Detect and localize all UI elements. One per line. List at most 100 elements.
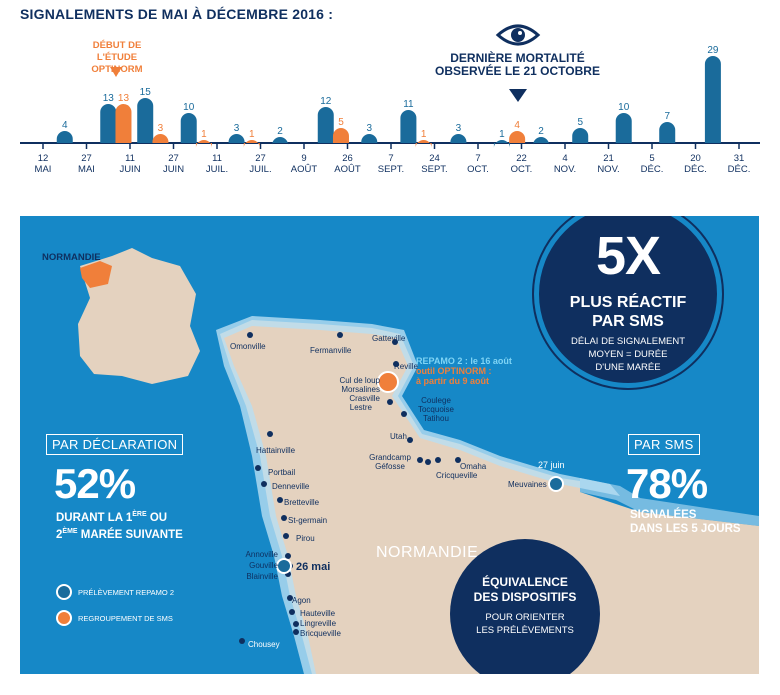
last-mortality-callout: DERNIÈRE MORTALITÉ OBSERVÉE LE 21 OCTOBR… [435,51,600,78]
bar-optinorm [115,103,132,143]
optinorm-tool-line: outil OPTINORM : [416,366,492,376]
bar-repamo [493,140,510,148]
tick-month: NOV. [554,164,576,175]
tick-month: OCT. [467,164,489,175]
town-annoville: Annoville [245,550,278,559]
town-lestre: Lestre [349,403,372,412]
sms-text: SIGNALÉES DANS LES 5 JOURS [630,508,741,536]
bar-value-label: 1 [499,129,505,140]
bar-repamo [615,113,632,143]
town-bretteville: Bretteville [284,498,320,507]
tick-day: 24 [429,153,440,164]
tick-month: MAI [35,164,52,175]
bar-repamo [228,134,245,143]
tick-month: NOV. [597,164,619,175]
bar-value-label: 4 [62,120,68,131]
site-optinorm-marker [377,371,399,393]
declaration-text: DURANT LA 1ÈRE OU 2ÈME MARÉE SUIVANTE [56,508,183,542]
tick-day: 7 [388,153,393,164]
tick-month: DÉC. [684,164,707,175]
bar-repamo [272,137,289,145]
bar-repamo [572,128,589,143]
bar-value-label: 1 [421,129,427,140]
bar-repamo [533,137,550,145]
bar-value-label: 3 [366,123,372,134]
declaration-tag: PAR DÉCLARATION [46,434,184,455]
bar-repamo [450,134,467,143]
tick-day: 26 [342,153,353,164]
bar-value-label: 10 [183,102,195,113]
bar-optinorm [415,140,432,148]
tick-day: 12 [38,153,49,164]
reactivity-value: 5X [595,226,661,286]
town-meuvaines: Meuvaines [508,480,547,489]
equivalence-sub2: LES PRÉLÈVEMENTS [476,625,574,636]
town-culdeloup: Cul de loup [339,376,380,385]
bar-optinorm [195,140,212,148]
bar-repamo [361,134,378,143]
town-fermanville: Fermanville [310,346,352,355]
tick-month: MAI [78,164,95,175]
timeline-chart: 12MAI27MAI11JUIN27JUIN11JUIL.27JUIL.9AOÛ… [20,24,760,175]
tick-day: 27 [255,153,266,164]
tick-day: 11 [125,153,135,164]
timeline-title: SIGNALEMENTS DE MAI À DÉCEMBRE 2016 : [20,6,334,22]
declaration-percent: 52% [54,460,136,507]
reactivity-sub: DÉLAI DE SIGNALEMENT MOYEN = DURÉE D'UNE… [559,335,697,374]
bar-repamo [704,56,721,143]
declaration-line2: 2 [56,528,63,541]
reactivity-line1: PLUS RÉACTIF [569,294,687,311]
declaration-line2-sup: ÈME [62,527,78,535]
site-repamo-marker-west [276,558,292,574]
tick-day: 27 [168,153,179,164]
equivalence-line2: DES DISPOSITIFS [473,590,577,604]
tick-day: 31 [734,153,745,164]
sms-percent: 78% [626,460,708,507]
tick-month: DÉC. [728,164,751,175]
legend-repamo: PRÉLÈVEMENT REPAMO 2 [56,584,174,600]
sms-tag: PAR SMS [628,434,700,455]
town-bricqueville: Bricqueville [300,629,341,638]
town-utah: Utah [390,432,407,441]
eye-pupil-icon [511,28,525,42]
sms-line1: SIGNALÉES [630,509,697,521]
survey-dates-note: REPAMO 2 : le 16 août outil OPTINORM : à… [416,356,512,386]
bar-value-label: 2 [538,126,544,137]
bar-optinorm [332,128,349,143]
bar-value-label: 7 [664,111,670,122]
town-lingreville: Lingreville [300,619,337,628]
bar-optinorm [243,140,260,148]
tick-day: 22 [516,153,527,164]
bar-repamo [317,107,334,143]
town-tatihou: Tatihou [423,414,449,423]
tick-day: 27 [81,153,92,164]
date-27-juin: 27 juin [538,460,565,470]
equivalence-sub: POUR ORIENTER LES PRÉLÈVEMENTS [450,611,600,637]
bar-repamo [137,98,154,143]
eye-icon [495,24,541,46]
bar-value-label: 13 [118,93,130,104]
town-gouville: Gouville [249,561,278,570]
optinorm-start-marker-icon [110,67,122,77]
town-hattainville: Hattainville [256,446,296,455]
optinorm-date-line: à partir du 9 août [416,376,490,386]
equivalence-sub1: POUR ORIENTER [485,612,565,623]
town-gefosse: Géfosse [375,462,405,471]
bar-repamo [400,110,417,143]
town-morsalines: Morsalines [341,385,380,394]
legend-sms: REGROUPEMENT DE SMS [56,610,173,626]
town-hauteville: Hauteville [300,609,336,618]
declaration-line1: DURANT LA 1 [56,511,133,524]
tick-day: 7 [475,153,480,164]
town-omaha: Omaha [460,462,487,471]
bar-value-label: 5 [338,117,344,128]
repamo-date-line: REPAMO 2 : le 16 août [416,356,512,366]
town-cricqueville: Cricqueville [436,471,478,480]
bar-optinorm [509,130,526,143]
bar-value-label: 29 [707,45,719,56]
town-grandcamp: Grandcamp [369,453,411,462]
tick-month: JUIL. [206,164,228,175]
channel-strip [580,478,759,526]
site-repamo-marker-east [548,476,564,492]
town-portbail: Portbail [268,468,296,477]
